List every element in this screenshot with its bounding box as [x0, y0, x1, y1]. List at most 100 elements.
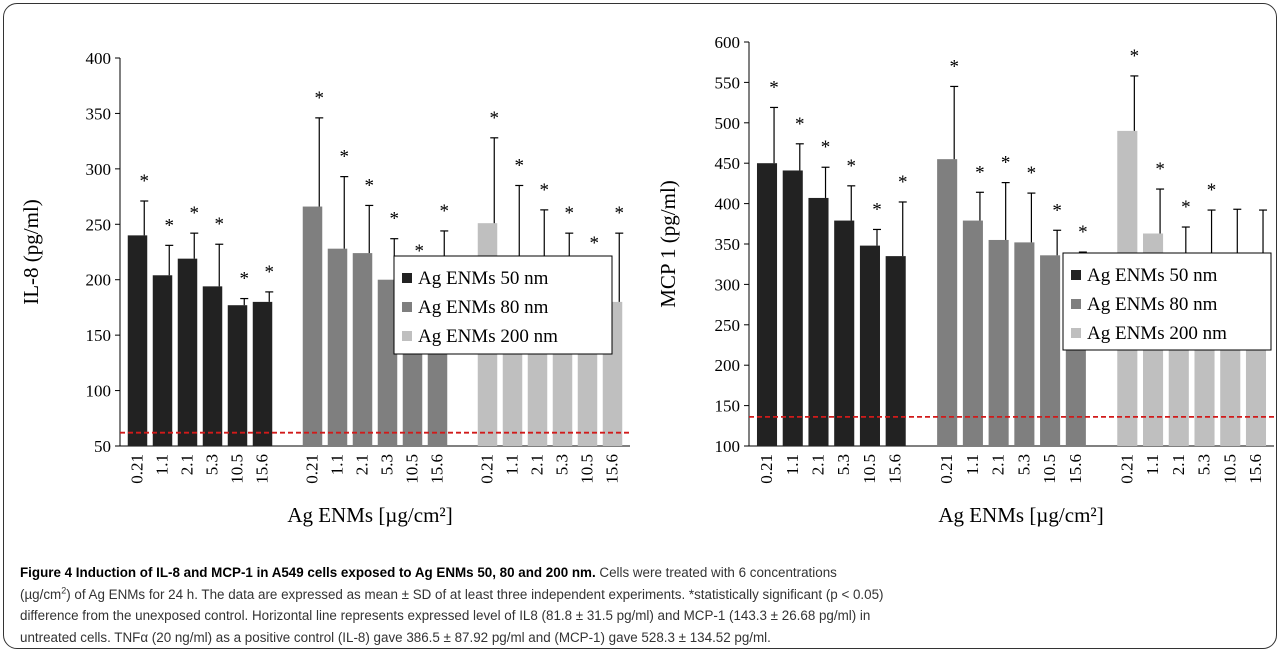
- mcp1-significance-star: *: [975, 162, 985, 183]
- mcp1-ytick-label: 150: [715, 397, 741, 416]
- il8-category-label: 2.1: [353, 454, 372, 475]
- mcp1-category-label: 5.3: [1195, 454, 1214, 475]
- mcp1-legend-swatch: [1071, 299, 1081, 309]
- il8-ytick-label: 100: [86, 382, 112, 401]
- mcp1-category-label: 1.1: [963, 454, 982, 475]
- mcp1-chart: 100 150 200 250 300 350 400 450 500 550 600 * 0.21 * 1…: [656, 33, 1274, 527]
- il8-x-axis-title: Ag ENMs [µg/cm²]: [287, 503, 452, 527]
- mcp1-category-label: 10.5: [1220, 454, 1239, 484]
- il8-significance-star: *: [190, 203, 200, 224]
- il8-significance-star: *: [390, 209, 400, 230]
- il8-ytick-label: 250: [86, 215, 112, 234]
- il8-significance-star: *: [615, 203, 625, 224]
- il8-category-label: 15.6: [253, 454, 272, 484]
- mcp1-y-axis-title: MCP 1 (pg/ml): [656, 180, 680, 308]
- mcp1-significance-star: *: [1181, 197, 1191, 218]
- il8-significance-star: *: [240, 269, 250, 290]
- il8-bar: [352, 253, 373, 446]
- il8-y-axis-title: IL-8 (pg/ml): [19, 199, 43, 305]
- mcp1-significance-star: *: [795, 114, 805, 135]
- caption-line-2b: ) of Ag ENMs for 24 h. The data are expr…: [66, 586, 884, 602]
- mcp1-ytick-label: 300: [715, 275, 741, 294]
- mcp1-ytick-label: 200: [715, 356, 741, 375]
- mcp1-significance-star: *: [847, 156, 857, 177]
- mcp1-bar: [988, 239, 1009, 446]
- il8-legend-label: Ag ENMs 80 nm: [418, 297, 549, 318]
- il8-significance-star: *: [340, 147, 350, 168]
- il8-significance-star: *: [490, 108, 500, 129]
- mcp1-significance-star: *: [949, 56, 959, 77]
- caption-line-2-sup: 2: [61, 585, 67, 596]
- mcp1-category-label: 15.6: [1246, 454, 1265, 484]
- il8-chart: 50 100 150 200 250 300 350 400 * 0.21 * 1.1 * 2.1 * 5.3…: [19, 49, 630, 527]
- il8-category-label: 15.6: [603, 454, 622, 484]
- il8-legend-swatch: [402, 273, 412, 283]
- mcp1-category-label: 10.5: [860, 454, 879, 484]
- il8-category-label: 0.21: [303, 454, 322, 484]
- mcp1-bar: [937, 159, 958, 446]
- mcp1-significance-star: *: [1130, 46, 1140, 67]
- il8-bar: [302, 206, 323, 446]
- mcp1-category-label: 5.3: [1014, 454, 1033, 475]
- mcp1-bar: [782, 170, 803, 447]
- il8-significance-star: *: [565, 203, 575, 224]
- mcp1-category-label: 0.21: [937, 454, 956, 484]
- il8-legend-label: Ag ENMs 50 nm: [418, 268, 549, 289]
- mcp1-legend-label: Ag ENMs 80 nm: [1087, 294, 1218, 315]
- mcp1-ytick-label: 550: [715, 73, 741, 92]
- il8-ytick-label: 400: [86, 49, 112, 68]
- il8-legend-label: Ag ENMs 200 nm: [418, 326, 558, 347]
- il8-legend-box: [393, 255, 613, 355]
- il8-significance-star: *: [140, 171, 150, 192]
- il8-ytick-label: 300: [86, 160, 112, 179]
- il8-bar: [227, 305, 248, 446]
- il8-significance-star: *: [365, 175, 375, 196]
- il8-significance-star: *: [515, 155, 525, 176]
- mcp1-significance-star: *: [1052, 200, 1062, 221]
- mcp1-ytick-label: 400: [715, 195, 741, 214]
- il8-bar: [377, 279, 398, 446]
- il8-category-label: 5.3: [553, 454, 572, 475]
- mcp1-legend-swatch: [1071, 328, 1081, 338]
- il8-category-label: 2.1: [178, 454, 197, 475]
- il8-significance-star: *: [540, 180, 550, 201]
- mcp1-significance-star: *: [769, 77, 779, 98]
- mcp1-legend-box: [1062, 252, 1272, 351]
- mcp1-bar: [1040, 255, 1061, 446]
- il8-category-label: 10.5: [578, 454, 597, 484]
- mcp1-bar: [859, 245, 880, 446]
- mcp1-category-label: 1.1: [783, 454, 802, 475]
- il8-significance-star: *: [315, 88, 325, 109]
- mcp1-category-label: 0.21: [757, 454, 776, 484]
- mcp1-significance-star: *: [872, 199, 882, 220]
- mcp1-significance-star: *: [1155, 159, 1165, 180]
- mcp1-significance-star: *: [898, 172, 908, 193]
- il8-category-label: 10.5: [228, 454, 247, 484]
- il8-bar: [252, 301, 273, 446]
- il8-significance-star: *: [265, 262, 275, 283]
- mcp1-category-label: 15.6: [886, 454, 905, 484]
- il8-ytick-label: 150: [86, 326, 112, 345]
- mcp1-category-label: 2.1: [1169, 454, 1188, 475]
- mcp1-ytick-label: 600: [715, 33, 741, 52]
- il8-category-label: 1.1: [503, 454, 522, 475]
- il8-category-label: 5.3: [203, 454, 222, 475]
- mcp1-legend-label: Ag ENMs 50 nm: [1087, 265, 1218, 286]
- il8-bar: [177, 258, 198, 446]
- mcp1-ytick-label: 250: [715, 316, 741, 335]
- mcp1-significance-star: *: [821, 137, 831, 158]
- caption-line-2a: (µg/cm: [20, 586, 62, 602]
- mcp1-bar: [962, 220, 983, 446]
- mcp1-bar: [1014, 242, 1035, 446]
- il8-legend-swatch: [402, 331, 412, 341]
- caption-title: Figure 4 Induction of IL-8 and MCP-1 in …: [20, 565, 596, 580]
- caption-line-4: untreated cells. TNFα (20 ng/ml) as a po…: [20, 629, 771, 645]
- mcp1-legend-swatch: [1071, 270, 1081, 280]
- mcp1-category-label: 2.1: [808, 454, 827, 475]
- il8-category-label: 5.3: [378, 454, 397, 475]
- mcp1-category-label: 2.1: [989, 454, 1008, 475]
- il8-significance-star: *: [590, 233, 600, 254]
- il8-ytick-label: 350: [86, 104, 112, 123]
- il8-category-label: 1.1: [153, 454, 172, 475]
- mcp1-bar: [885, 256, 906, 446]
